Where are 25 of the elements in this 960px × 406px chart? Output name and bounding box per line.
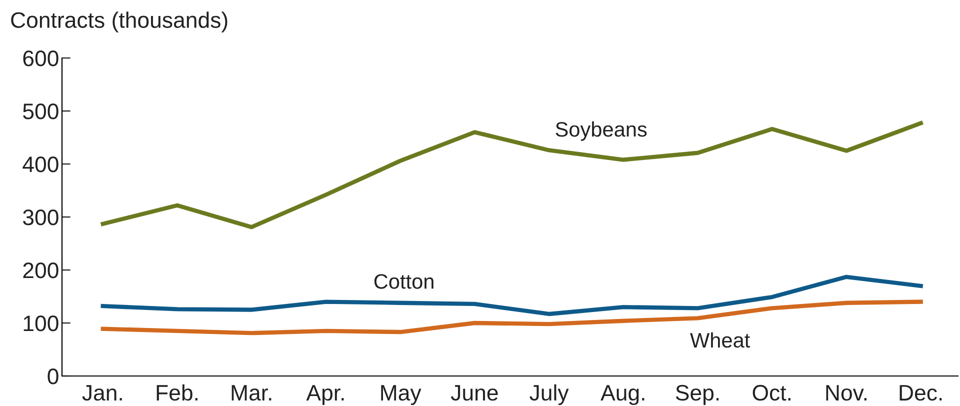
x-tick-label: June <box>450 385 498 401</box>
x-tick-label: July <box>530 384 569 406</box>
y-tick-label: 0 <box>48 368 58 384</box>
y-tick-label: 200 <box>23 262 58 278</box>
series-label: Wheat <box>690 332 750 348</box>
y-axis-title: Contracts (thousands) <box>11 12 228 32</box>
series-label: Cotton <box>374 274 434 289</box>
x-tick-label: Jan. <box>82 385 122 401</box>
x-tick-label: Mar. <box>232 385 272 401</box>
x-tick-label: Oct. <box>752 384 790 401</box>
series-label: Soybeans <box>556 121 647 141</box>
y-tick-label: 500 <box>23 104 58 120</box>
y-tick-label: 400 <box>22 156 58 172</box>
y-tick-label: 300 <box>22 210 58 226</box>
x-tick-label: Apr. <box>306 385 344 406</box>
x-tick-label: Aug. <box>600 385 644 406</box>
x-tick-label: Feb. <box>156 384 198 401</box>
x-tick-label: Sep. <box>676 384 719 406</box>
x-tick-label: Dec. <box>900 385 942 401</box>
line-series <box>100 121 923 230</box>
y-tick-label: 600 <box>23 50 58 66</box>
y-tick-label: 100 <box>24 316 58 332</box>
x-tick-label: Nov. <box>826 385 866 401</box>
line-series <box>100 274 923 316</box>
x-tick-label: May <box>381 385 422 406</box>
